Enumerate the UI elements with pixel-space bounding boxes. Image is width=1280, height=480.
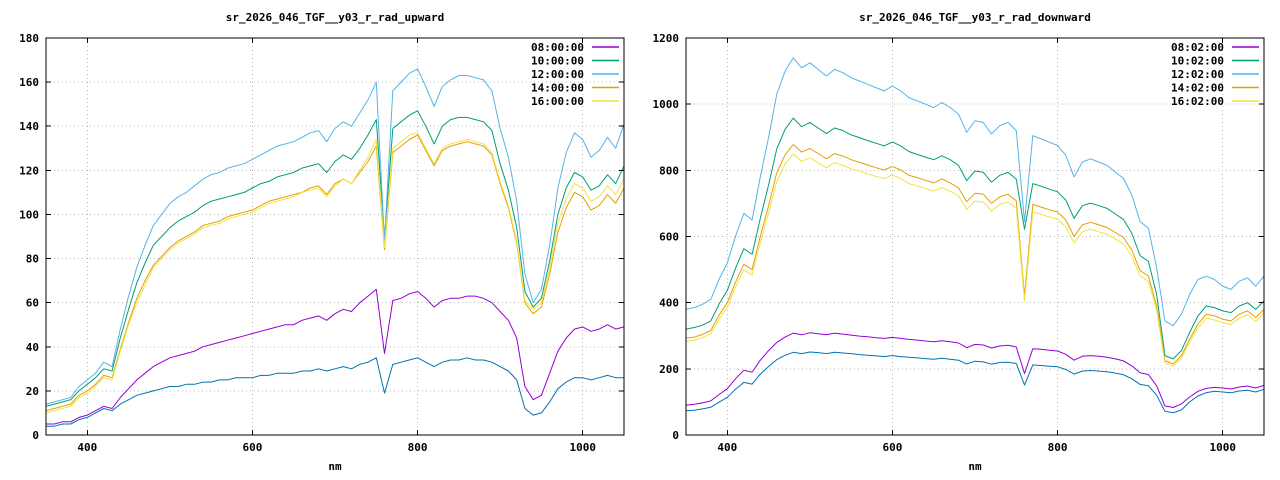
- series-line-160000: [45, 132, 625, 414]
- y-tick-label: 800: [659, 164, 679, 177]
- y-tick-label: 1000: [653, 98, 680, 111]
- series-line-100200: [685, 117, 1265, 360]
- chart-panel-upward: 400 600 800 1000 0 20 40 60 80 100 120 140 160 180 sr_…: [19, 11, 625, 473]
- legend-item: 10:02:00: [1171, 55, 1259, 68]
- legend-label: 08:02:00: [1171, 41, 1224, 54]
- x-tick-label: 400: [717, 441, 737, 454]
- y-tick-label: 120: [19, 164, 39, 177]
- legend-label: 10:00:00: [531, 55, 584, 68]
- series-line-120000: [45, 68, 625, 405]
- series-line-unlabeled: [685, 351, 1265, 414]
- series-line-080200: [685, 332, 1265, 408]
- chart-title: sr_2026_046_TGF__y03_r_rad_downward: [859, 11, 1091, 24]
- y-tick-label: 0: [32, 429, 39, 442]
- x-tick-label: 600: [242, 441, 262, 454]
- legend-item: 10:00:00: [531, 55, 619, 68]
- series-line-120200: [685, 57, 1265, 327]
- series-line-080000: [46, 288, 625, 425]
- chart-title: sr_2026_046_TGF__y03_r_rad_upward: [226, 11, 445, 24]
- y-tick-label: 400: [659, 297, 679, 310]
- legend-label: 08:00:00: [531, 41, 584, 54]
- x-axis-label: nm: [328, 460, 342, 473]
- series-line-unlabeled: [46, 357, 624, 427]
- y-tick-label: 200: [659, 363, 679, 376]
- legend-item: 12:00:00: [531, 68, 619, 81]
- y-tick-label: 0: [672, 429, 679, 442]
- y-tick-label: 180: [19, 32, 39, 45]
- x-tick-label: 1000: [1209, 441, 1236, 454]
- legend-item: 08:00:00: [531, 41, 619, 54]
- y-tick-label: 20: [26, 385, 39, 398]
- legend-label: 14:00:00: [531, 82, 584, 95]
- legend-label: 16:02:00: [1171, 95, 1224, 108]
- x-tick-label: 1000: [569, 441, 596, 454]
- x-tick-label: 800: [408, 441, 428, 454]
- legend-label: 10:02:00: [1171, 55, 1224, 68]
- y-tick-label: 80: [26, 253, 39, 266]
- y-tick-label: 60: [26, 297, 39, 310]
- chart-upward-svg: 400 600 800 1000 0 20 40 60 80 100 120 140 160 180 sr_…: [19, 11, 625, 473]
- series-line-140200: [685, 144, 1265, 365]
- y-tick-label: 1200: [653, 32, 680, 45]
- legend-item: 14:00:00: [531, 82, 619, 95]
- legend-item: 14:02:00: [1171, 82, 1259, 95]
- y-tick-label: 600: [659, 231, 679, 244]
- legend-item: 16:00:00: [531, 95, 619, 108]
- y-tick-label: 100: [19, 208, 39, 221]
- legend-item: 12:02:00: [1171, 68, 1259, 81]
- y-tick-label: 140: [19, 120, 39, 133]
- x-tick-label: 400: [77, 441, 97, 454]
- legend-label: 12:00:00: [531, 68, 584, 81]
- x-tick-label: 800: [1048, 441, 1068, 454]
- chart-downward-svg: 400 600 800 1000 0 200 400 600 800 1000 1200 sr_202…: [653, 11, 1265, 473]
- series-line-140000: [45, 134, 625, 412]
- series-line-100000: [45, 110, 625, 407]
- plot-border: [45, 37, 625, 436]
- legend-label: 12:02:00: [1171, 68, 1224, 81]
- legend-label: 16:00:00: [531, 95, 584, 108]
- x-tick-label: 600: [882, 441, 902, 454]
- y-tick-label: 160: [19, 76, 39, 89]
- legend-item: 08:02:00: [1171, 41, 1259, 54]
- series-line-160200: [685, 153, 1265, 367]
- x-axis-label: nm: [968, 460, 982, 473]
- legend-item: 16:02:00: [1171, 95, 1259, 108]
- chart-panel-downward: 400 600 800 1000 0 200 400 600 800 1000 1200 sr_202…: [640, 0, 1280, 480]
- y-tick-label: 40: [26, 341, 39, 354]
- legend-label: 14:02:00: [1171, 82, 1224, 95]
